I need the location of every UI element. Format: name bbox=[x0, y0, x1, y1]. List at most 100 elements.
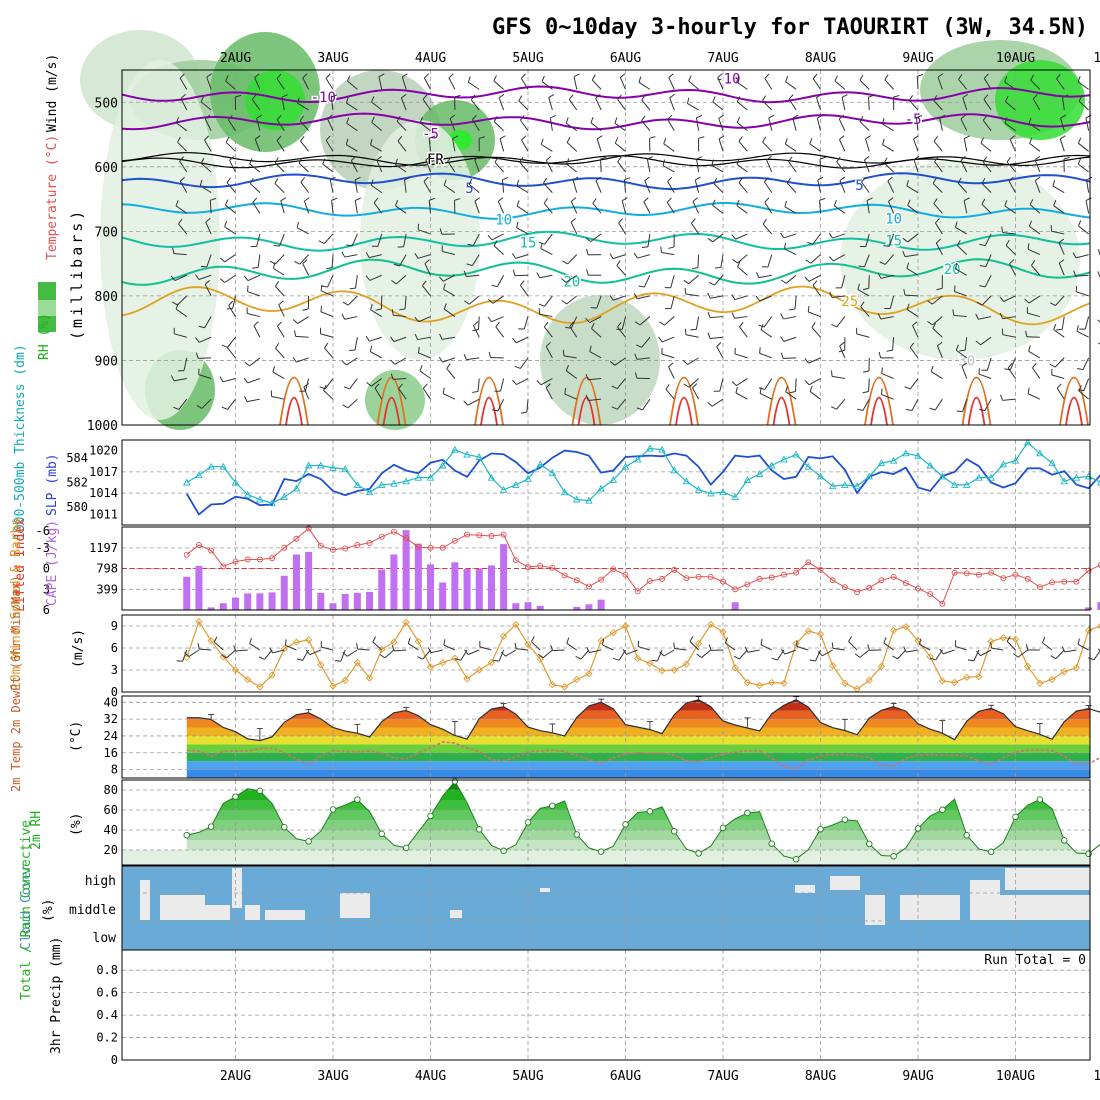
wind-barb bbox=[274, 254, 285, 265]
wind-speed-marker bbox=[865, 676, 873, 684]
wind-barb-flag bbox=[1008, 176, 1014, 182]
rh-marker bbox=[476, 826, 483, 833]
wind-barb-flag bbox=[568, 94, 574, 100]
wind-barb-flag bbox=[1052, 180, 1056, 187]
slp-tick: 1014 bbox=[89, 486, 118, 500]
lifted-index-marker bbox=[829, 577, 836, 584]
wind-barb bbox=[398, 388, 407, 400]
wind-barb bbox=[423, 77, 431, 90]
thickness-marker bbox=[219, 462, 228, 470]
wind-barb bbox=[955, 268, 967, 276]
thickness-marker bbox=[475, 453, 484, 460]
wind-barb-flag bbox=[617, 321, 622, 328]
wind-barb bbox=[1028, 122, 1041, 132]
wind-barb bbox=[711, 164, 724, 173]
wind-barb bbox=[204, 118, 212, 131]
rh-marker bbox=[1085, 850, 1092, 858]
wind-barb-flag bbox=[1060, 114, 1066, 119]
wind-barb bbox=[710, 295, 724, 299]
wind-barb bbox=[687, 103, 699, 111]
wind-barb-flag bbox=[684, 287, 687, 295]
wind-barb bbox=[816, 117, 821, 131]
wind-barb bbox=[225, 80, 236, 90]
wind-barb-flag bbox=[487, 316, 493, 323]
wind-speed-marker bbox=[585, 670, 593, 678]
wind-barb-flag bbox=[253, 321, 259, 327]
wind-barb bbox=[249, 163, 261, 173]
wind-barb-flag bbox=[917, 74, 924, 77]
wind-barb bbox=[442, 393, 456, 400]
slp-tick: 1020 bbox=[89, 444, 118, 458]
wind-barb bbox=[710, 316, 724, 319]
cape-bar bbox=[305, 551, 313, 610]
wind-barb bbox=[376, 159, 383, 173]
wind-barb bbox=[623, 179, 626, 193]
date-label-top: 4AUG bbox=[415, 51, 446, 66]
wind-barb-flag bbox=[863, 370, 870, 373]
wind-barb-flag bbox=[205, 114, 211, 120]
wind-barb bbox=[808, 378, 821, 386]
wind-barb-flag bbox=[198, 325, 205, 329]
cape-bar bbox=[487, 565, 495, 610]
wind-barb-flag bbox=[511, 337, 517, 344]
wind-barb bbox=[544, 295, 553, 307]
rh-marker bbox=[622, 821, 629, 828]
wind-10m-barb-flag bbox=[249, 637, 252, 644]
wind-barb-flag bbox=[518, 95, 523, 102]
wind-barb-flag bbox=[585, 317, 590, 323]
wind-barb-flag bbox=[320, 305, 323, 312]
contour-15 bbox=[121, 230, 1091, 252]
wind-barb-flag bbox=[1049, 363, 1056, 368]
wind-barb-flag bbox=[195, 274, 200, 280]
thickness-marker bbox=[1023, 438, 1032, 446]
cloud-gap bbox=[865, 895, 885, 925]
lifted-index-marker bbox=[305, 525, 312, 532]
wind-barb bbox=[516, 227, 529, 235]
wind-barb-flag bbox=[1028, 117, 1032, 124]
wind-speed-marker bbox=[755, 681, 764, 690]
wind-barb-flag bbox=[764, 197, 770, 203]
wind-barb-flag bbox=[225, 75, 229, 82]
wind-tick: 3 bbox=[111, 663, 118, 677]
wind-barb-flag bbox=[731, 294, 736, 300]
wind-barb-flag bbox=[561, 278, 567, 283]
wind-barb bbox=[173, 378, 187, 382]
date-label-top: 10AUG bbox=[996, 51, 1035, 66]
wind-barb-flag bbox=[543, 321, 549, 328]
wind-barb-flag bbox=[739, 321, 744, 328]
wind-10m-barb-flag bbox=[1061, 646, 1066, 653]
wind-barb-flag bbox=[443, 179, 447, 186]
wind-10m-barb bbox=[919, 644, 931, 651]
wind-barb bbox=[425, 159, 431, 173]
cape-axis-title: CAPE (J/kg) bbox=[45, 520, 60, 606]
wind-10m-barb-flag bbox=[575, 655, 582, 660]
wind-barb bbox=[252, 202, 261, 214]
wind-barb bbox=[760, 329, 773, 338]
lifted-index-marker bbox=[476, 532, 483, 539]
wind-barb-flag bbox=[866, 197, 873, 201]
wind-barb-flag bbox=[454, 94, 461, 98]
wind-barb-flag bbox=[643, 197, 649, 203]
wind-barb-flag bbox=[519, 156, 524, 163]
wind-barb bbox=[297, 316, 309, 324]
wind-barb-flag bbox=[273, 244, 280, 247]
wind-barb bbox=[228, 305, 236, 317]
wind-barb bbox=[253, 325, 261, 338]
wind-barb bbox=[428, 200, 431, 214]
wind-barb-flag bbox=[633, 252, 638, 259]
wind-barb-flag bbox=[647, 156, 653, 160]
wind-barb-flag bbox=[902, 237, 909, 243]
wind-barb bbox=[295, 335, 309, 338]
thickness-marker bbox=[767, 461, 776, 469]
wind-barb bbox=[694, 179, 700, 193]
thickness-marker bbox=[231, 478, 240, 486]
wind-barb-flag bbox=[303, 383, 309, 388]
wind-barb bbox=[953, 314, 967, 318]
wind-barb bbox=[371, 121, 383, 132]
wind-10m-barb bbox=[991, 647, 1004, 651]
wind-barb-flag bbox=[390, 359, 396, 365]
wind-barb bbox=[570, 201, 578, 214]
rh-marker bbox=[866, 840, 873, 848]
wind-barb-flag bbox=[688, 75, 692, 82]
wind-barb bbox=[545, 160, 553, 173]
